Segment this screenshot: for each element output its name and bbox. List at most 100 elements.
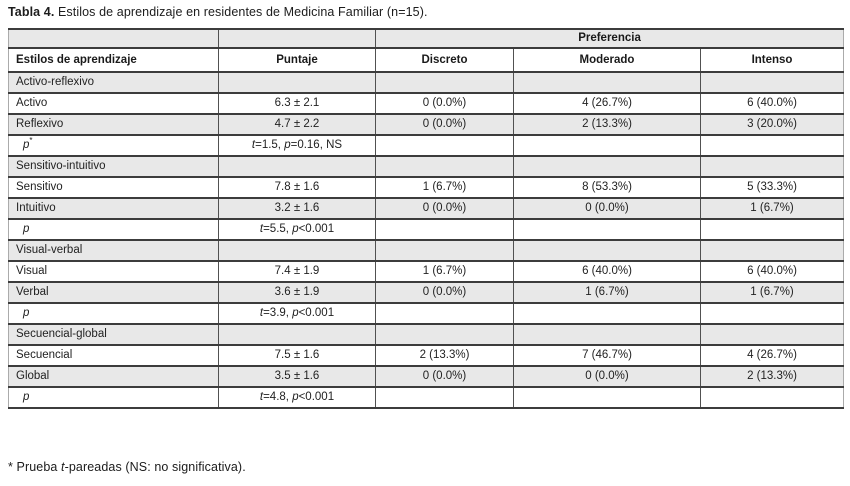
style-label-cell: Verbal [8,282,219,303]
moderado-cell [513,219,701,240]
intenso-cell [699,303,845,324]
style-label-cell: Activo [8,93,219,114]
discreto-cell [375,72,514,93]
score-cell: t=3.9, p<0.001 [218,303,376,324]
score-cell: t=5.5, p<0.001 [218,219,376,240]
data-row: Activo 6.3 ± 2.1 0 (0.0%) 4 (26.7%) 6 (40.0%… [8,93,845,114]
moderado-cell: 0 (0.0%) [513,366,701,387]
discreto-cell: 0 (0.0%) [375,114,514,135]
discreto-cell: 2 (13.3%) [375,345,514,366]
intenso-cell [699,387,845,408]
style-label-cell: Secuencial [8,345,219,366]
data-row: Visual 7.4 ± 1.9 1 (6.7%) 6 (40.0%) 6 (40.0%… [8,261,845,282]
data-row: Intuitivo 3.2 ± 1.6 0 (0.0%) 0 (0.0%) 1 (6.7… [8,198,845,219]
style-label-cell: p [8,219,219,240]
preference-header-row: Preferencia [8,29,845,48]
discreto-cell [375,135,514,156]
moderado-cell: 2 (13.3%) [513,114,701,135]
style-label-cell: Activo-reflexivo [8,72,219,93]
intenso-cell: 2 (13.3%) [699,366,845,387]
intenso-cell: 3 (20.0%) [699,114,845,135]
learning-styles-table: Preferencia Estilos de aprendizaje Punta… [8,28,845,409]
moderado-cell [513,156,701,177]
section-row: Secuencial-global [8,324,845,345]
empty-header-cell [218,29,376,48]
style-label-cell: Global [8,366,219,387]
discreto-cell [375,303,514,324]
score-cell [218,240,376,261]
pvalue-row: p t=5.5, p<0.001 [8,219,845,240]
section-row: Activo-reflexivo [8,72,845,93]
data-row: Reflexivo 4.7 ± 2.2 0 (0.0%) 2 (13.3%) 3 (20… [8,114,845,135]
discreto-cell [375,240,514,261]
intenso-cell: 1 (6.7%) [699,282,845,303]
discreto-cell: 1 (6.7%) [375,261,514,282]
discreto-cell: 0 (0.0%) [375,282,514,303]
data-row: Global 3.5 ± 1.6 0 (0.0%) 0 (0.0%) 2 (13.3%) [8,366,845,387]
column-header-puntaje: Puntaje [218,48,376,72]
discreto-cell [375,219,514,240]
column-header-discreto: Discreto [375,48,514,72]
moderado-cell [513,240,701,261]
score-cell: t=4.8, p<0.001 [218,387,376,408]
moderado-cell: 6 (40.0%) [513,261,701,282]
moderado-cell [513,72,701,93]
empty-header-cell [8,29,219,48]
style-label-cell: p [8,387,219,408]
score-cell: 3.6 ± 1.9 [218,282,376,303]
intenso-cell: 4 (26.7%) [699,345,845,366]
intenso-cell [699,240,845,261]
score-cell [218,324,376,345]
style-label-cell: Intuitivo [8,198,219,219]
discreto-cell: 0 (0.0%) [375,93,514,114]
score-cell: 7.4 ± 1.9 [218,261,376,282]
style-label-cell: Secuencial-global [8,324,219,345]
score-cell: 7.5 ± 1.6 [218,345,376,366]
intenso-cell [699,219,845,240]
intenso-cell [699,135,845,156]
data-row: Verbal 3.6 ± 1.9 0 (0.0%) 1 (6.7%) 1 (6.7%) [8,282,845,303]
pvalue-row: p t=4.8, p<0.001 [8,387,845,408]
moderado-cell: 8 (53.3%) [513,177,701,198]
style-label-cell: p* [8,135,219,156]
data-row: Sensitivo 7.8 ± 1.6 1 (6.7%) 8 (53.3%) 5 (33… [8,177,845,198]
score-cell: 3.5 ± 1.6 [218,366,376,387]
intenso-cell [699,156,845,177]
style-label-cell: Visual [8,261,219,282]
section-row: Sensitivo-intuitivo [8,156,845,177]
moderado-cell [513,324,701,345]
table-footnote: * Prueba t-pareadas (NS: no significativ… [8,460,246,474]
intenso-cell [699,324,845,345]
moderado-cell: 4 (26.7%) [513,93,701,114]
style-label-cell: Visual-verbal [8,240,219,261]
score-cell: t=1.5, p=0.16, NS [218,135,376,156]
table-title: Tabla 4. Estilos de aprendizaje en resid… [8,5,428,20]
column-header-intenso: Intenso [699,48,845,72]
moderado-cell [513,387,701,408]
score-cell: 3.2 ± 1.6 [218,198,376,219]
discreto-cell [375,324,514,345]
column-header-moderado: Moderado [513,48,701,72]
discreto-cell [375,156,514,177]
intenso-cell: 5 (33.3%) [699,177,845,198]
column-header-estilos: Estilos de aprendizaje [8,48,219,72]
intenso-cell: 1 (6.7%) [699,198,845,219]
data-row: Secuencial 7.5 ± 1.6 2 (13.3%) 7 (46.7%) 4 (… [8,345,845,366]
table-body: Activo-reflexivo Activo 6.3 ± 2.1 0 (0.0%) 4… [8,72,845,408]
moderado-cell [513,135,701,156]
score-cell: 7.8 ± 1.6 [218,177,376,198]
style-label-cell: Reflexivo [8,114,219,135]
intenso-cell: 6 (40.0%) [699,93,845,114]
table-head: Preferencia Estilos de aprendizaje Punta… [8,29,845,72]
column-header-row: Estilos de aprendizaje Puntaje Discreto … [8,48,845,72]
intenso-cell: 6 (40.0%) [699,261,845,282]
table-title-number: Tabla 4. [8,5,55,19]
score-cell: 4.7 ± 2.2 [218,114,376,135]
discreto-cell: 0 (0.0%) [375,198,514,219]
score-cell [218,156,376,177]
pvalue-row: p* t=1.5, p=0.16, NS [8,135,845,156]
moderado-cell [513,303,701,324]
discreto-cell: 0 (0.0%) [375,366,514,387]
score-cell [218,72,376,93]
